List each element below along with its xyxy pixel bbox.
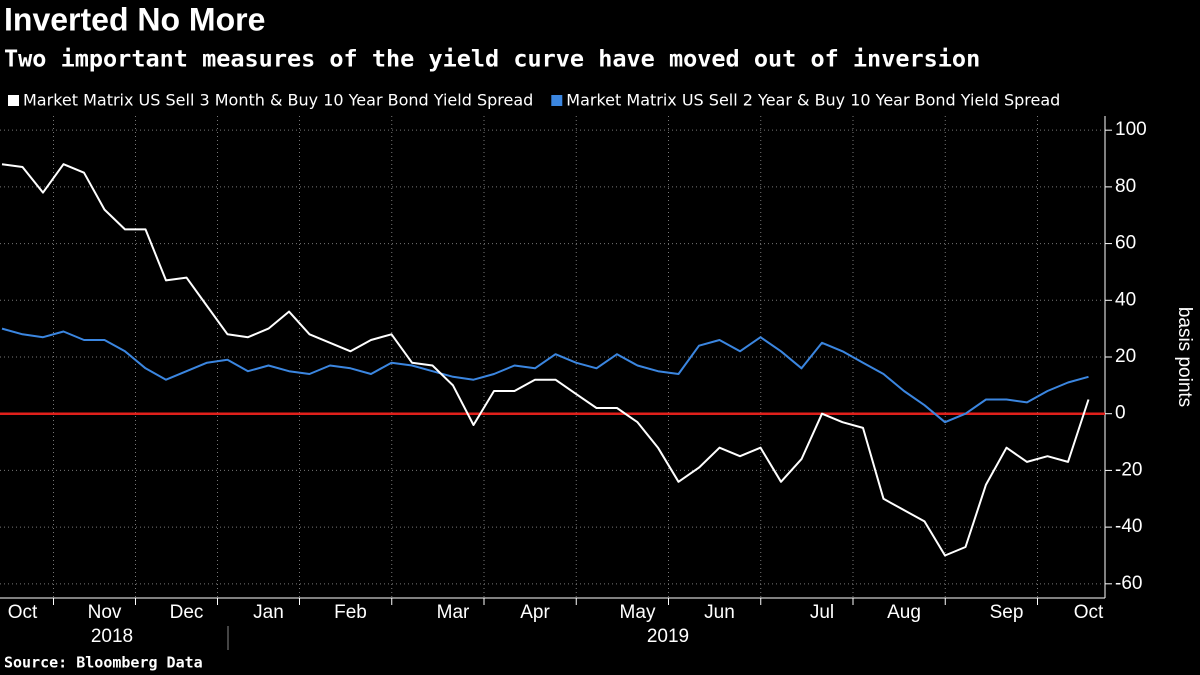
- y-tick-label: 0: [1115, 403, 1126, 424]
- x-tick-label: Nov: [88, 602, 122, 623]
- x-tick-label: Dec: [170, 602, 204, 623]
- y-tick-label: -20: [1115, 459, 1142, 480]
- legend-label: Market Matrix US Sell 2 Year & Buy 10 Ye…: [566, 91, 1060, 110]
- x-tick-label: Jan: [253, 602, 284, 623]
- y-tick-label: 40: [1115, 289, 1136, 310]
- y-tick-label: 80: [1115, 176, 1136, 197]
- x-tick-label: Jun: [704, 602, 735, 623]
- y-tick-label: 60: [1115, 233, 1136, 254]
- x-tick-label: Aug: [887, 602, 921, 623]
- x-tick-label: Feb: [334, 602, 367, 623]
- legend-swatch: [551, 95, 563, 106]
- x-tick-label: Mar: [437, 602, 470, 623]
- x-tick-label: Apr: [520, 602, 550, 623]
- x-tick-label: Sep: [990, 602, 1024, 623]
- y-tick-label: -40: [1115, 516, 1142, 537]
- y-tick-label: 100: [1115, 119, 1147, 140]
- chart-subtitle: Two important measures of the yield curv…: [4, 45, 980, 73]
- y-tick-label: 20: [1115, 346, 1136, 367]
- chart-title: Inverted No More: [4, 1, 265, 37]
- series-line: [1, 327, 1089, 424]
- year-label: 2018: [91, 626, 133, 647]
- y-tick-label: -60: [1115, 573, 1142, 594]
- source: Source: Bloomberg Data: [4, 654, 203, 672]
- x-tick-label: Jul: [810, 602, 834, 623]
- year-label: 2019: [647, 626, 689, 647]
- x-tick-label: Oct: [8, 602, 38, 623]
- x-tick-label: Oct: [1074, 602, 1104, 623]
- legend-swatch: [8, 95, 19, 106]
- series-line: [1, 163, 1090, 557]
- legend-label: Market Matrix US Sell 3 Month & Buy 10 Y…: [23, 91, 533, 110]
- y-axis-label: basis points: [1174, 307, 1195, 407]
- x-tick-label: May: [620, 602, 656, 623]
